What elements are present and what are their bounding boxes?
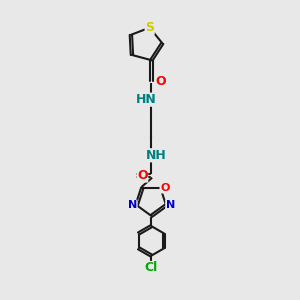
Text: S: S bbox=[145, 21, 154, 34]
Text: N: N bbox=[128, 200, 137, 210]
Text: HN: HN bbox=[136, 93, 157, 106]
Text: O: O bbox=[160, 183, 170, 193]
Text: O: O bbox=[137, 169, 148, 182]
Text: Cl: Cl bbox=[145, 262, 158, 275]
Text: N: N bbox=[166, 200, 175, 210]
Text: O: O bbox=[155, 75, 166, 88]
Text: NH: NH bbox=[146, 149, 167, 162]
